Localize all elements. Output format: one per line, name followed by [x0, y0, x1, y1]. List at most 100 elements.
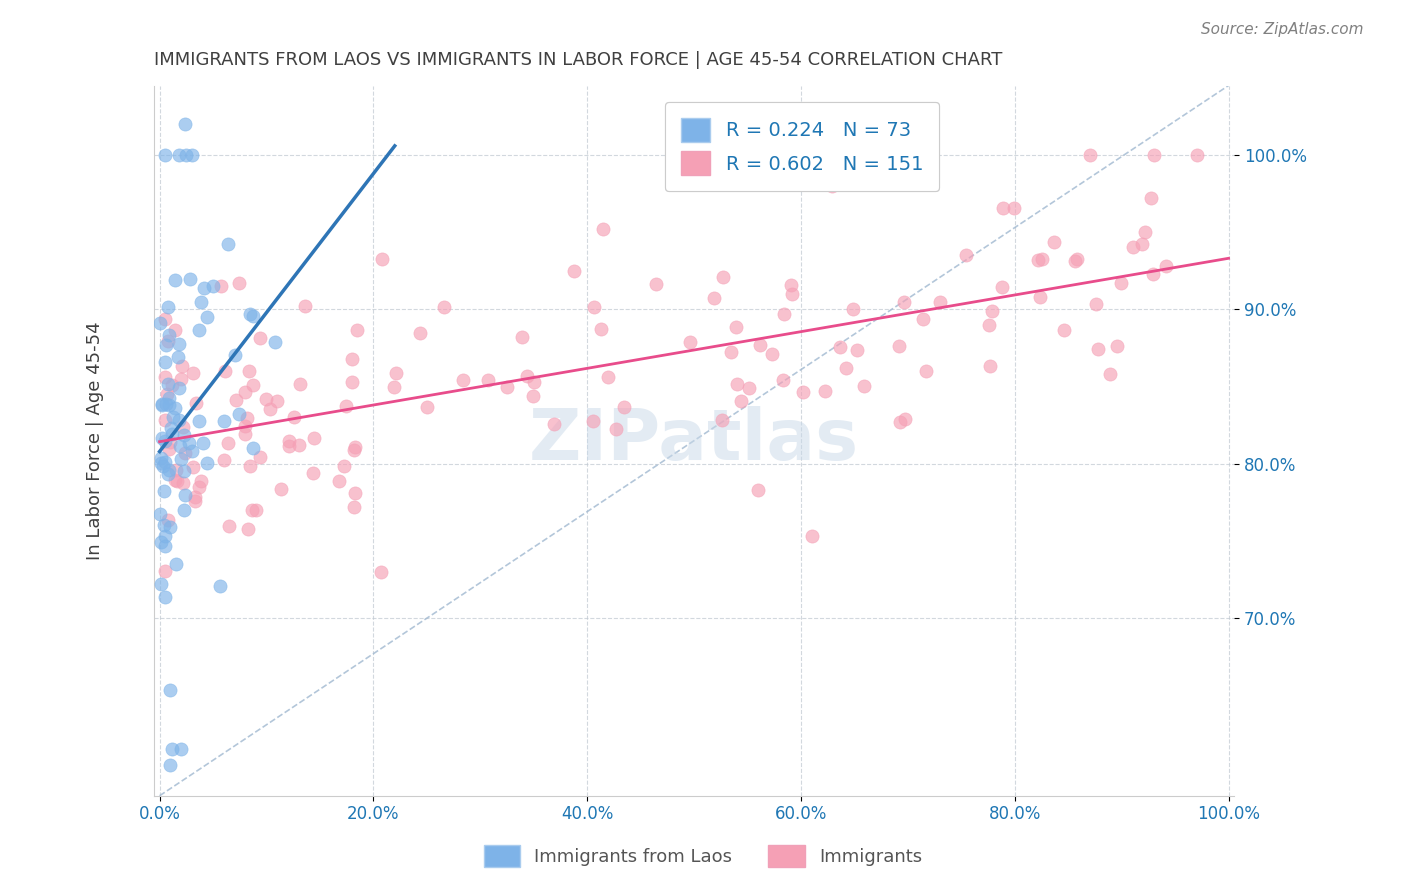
- Point: [214, 364, 236, 378]
- Point: [1053, 323, 1076, 337]
- Point: [156, 513, 179, 527]
- Point: [821, 179, 844, 194]
- Point: [235, 385, 257, 400]
- Point: [152, 484, 174, 499]
- Point: [773, 307, 796, 321]
- Point: [193, 281, 215, 295]
- Point: [980, 304, 1002, 318]
- Point: [173, 464, 195, 478]
- Point: [1143, 148, 1166, 162]
- Point: [828, 340, 851, 354]
- Point: [278, 439, 301, 453]
- Point: [212, 452, 235, 467]
- Point: [186, 395, 208, 409]
- Point: [238, 363, 260, 377]
- Point: [195, 457, 218, 471]
- Point: [834, 361, 856, 376]
- Point: [242, 378, 264, 392]
- Point: [212, 414, 235, 428]
- Point: [613, 401, 636, 415]
- Point: [163, 473, 186, 487]
- Point: [761, 347, 783, 361]
- Point: [188, 414, 211, 428]
- Point: [738, 381, 761, 395]
- Point: [887, 339, 910, 353]
- Point: [370, 565, 392, 579]
- Point: [184, 493, 207, 508]
- Point: [780, 287, 803, 301]
- Point: [853, 379, 876, 393]
- Point: [416, 400, 439, 414]
- Point: [169, 337, 191, 351]
- Point: [170, 742, 193, 756]
- Point: [157, 442, 180, 456]
- Point: [162, 742, 184, 756]
- Point: [149, 316, 172, 330]
- Point: [239, 458, 262, 473]
- Point: [991, 280, 1014, 294]
- Point: [727, 376, 749, 391]
- Point: [1002, 201, 1025, 215]
- Point: [153, 148, 176, 162]
- Point: [846, 343, 869, 358]
- Point: [340, 352, 363, 367]
- Point: [644, 277, 666, 291]
- Point: [170, 452, 193, 467]
- Text: IMMIGRANTS FROM LAOS VS IMMIGRANTS IN LABOR FORCE | AGE 45-54 CORRELATION CHART: IMMIGRANTS FROM LAOS VS IMMIGRANTS IN LA…: [155, 51, 1002, 69]
- Point: [167, 381, 190, 395]
- Point: [218, 519, 240, 533]
- Point: [174, 446, 197, 460]
- Point: [889, 415, 911, 429]
- Point: [157, 377, 180, 392]
- Point: [217, 436, 239, 450]
- Point: [335, 399, 357, 413]
- Point: [155, 338, 177, 352]
- Point: [160, 427, 183, 442]
- Point: [160, 421, 183, 435]
- Point: [343, 441, 366, 455]
- Point: [242, 309, 264, 323]
- Point: [1130, 236, 1153, 251]
- Point: [165, 401, 187, 416]
- Point: [277, 434, 299, 448]
- Point: [477, 374, 499, 388]
- Point: [343, 443, 366, 458]
- Point: [343, 500, 366, 514]
- Point: [1098, 367, 1121, 381]
- Text: Source: ZipAtlas.com: Source: ZipAtlas.com: [1201, 22, 1364, 37]
- Point: [384, 366, 406, 380]
- Point: [977, 318, 1000, 332]
- Point: [153, 455, 176, 469]
- Point: [1107, 339, 1129, 353]
- Point: [1142, 268, 1164, 282]
- Point: [150, 450, 173, 465]
- Point: [217, 237, 239, 252]
- Point: [1029, 290, 1052, 304]
- Point: [582, 414, 605, 428]
- Point: [249, 450, 271, 465]
- Point: [523, 375, 546, 389]
- Point: [150, 399, 173, 413]
- Point: [191, 436, 214, 450]
- Point: [1064, 254, 1087, 268]
- Point: [1122, 240, 1144, 254]
- Legend: Immigrants from Laos, Immigrants: Immigrants from Laos, Immigrants: [477, 838, 929, 874]
- Point: [188, 323, 211, 337]
- Point: [344, 486, 367, 500]
- Point: [842, 302, 865, 317]
- Point: [894, 411, 917, 425]
- Point: [150, 431, 173, 445]
- Point: [165, 463, 187, 477]
- Point: [328, 474, 350, 488]
- Point: [1133, 225, 1156, 239]
- Point: [238, 522, 260, 536]
- Point: [163, 272, 186, 286]
- Point: [451, 373, 474, 387]
- Point: [225, 393, 247, 408]
- Point: [522, 389, 544, 403]
- Point: [678, 334, 700, 349]
- Point: [562, 264, 585, 278]
- Point: [176, 148, 198, 162]
- Point: [1066, 252, 1088, 267]
- Point: [582, 300, 605, 314]
